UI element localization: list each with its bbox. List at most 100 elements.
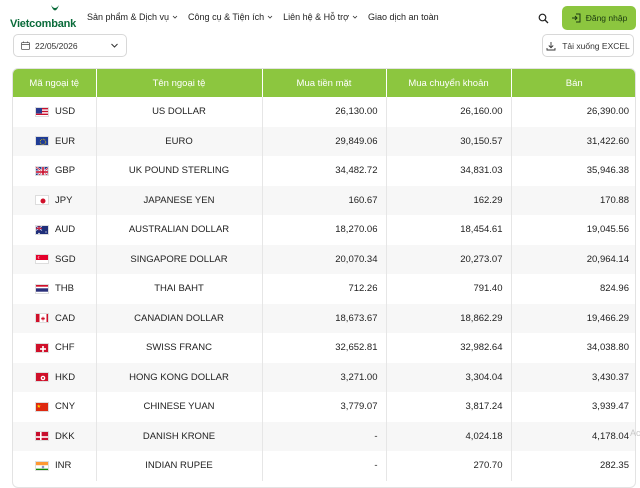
sell-rate: 282.35 (599, 460, 629, 472)
nav-safe-transactions[interactable]: Giao dịch an toàn (368, 12, 439, 22)
nav-label: Giao dịch an toàn (368, 12, 439, 22)
table-row: DKK DANISH KRONE -4,024.18 4,178.04 (13, 421, 635, 451)
currency-code: CAD (55, 312, 76, 324)
cash-buy-rate: 26,130.00 (262, 97, 387, 127)
sell-rate: 4,178.04 (511, 421, 635, 451)
cash-buy-rate: 32,652.81 (262, 333, 387, 363)
jp-flag-icon (35, 195, 49, 206)
column-header-code: Mã ngoại tệ (13, 69, 97, 97)
currency-name: INDIAN RUPEE (96, 451, 263, 481)
currency-code: HKD (55, 371, 76, 383)
currency-code-cell: INR (13, 451, 97, 481)
download-icon (546, 41, 556, 50)
currency-name: HONG KONG DOLLAR (96, 362, 263, 392)
date-dropdown-toggle[interactable] (110, 41, 119, 52)
column-header-name: Tên ngoại tệ (96, 69, 263, 97)
cash-buy-rate: 18,673.67 (262, 303, 387, 333)
ch-flag-icon (35, 342, 49, 353)
table-row: INR INDIAN RUPEE -270.70 282.35 (13, 451, 635, 481)
currency-code-cell: SGD (13, 244, 97, 274)
logo-text: Vietcombank (10, 18, 77, 30)
transfer-buy-rate: 20,273.07 (386, 244, 512, 274)
eu-flag-icon (35, 136, 49, 147)
currency-name: SINGAPORE DOLLAR (96, 244, 263, 274)
cash-buy-rate: - (262, 451, 387, 481)
sell-rate: 3,430.37 (511, 362, 635, 392)
currency-code-cell: DKK (13, 421, 97, 451)
sell-rate: 26,390.00 (586, 106, 629, 118)
main-nav: Sản phẩm & Dịch vụ Công cụ & Tiện ích Li… (87, 12, 439, 22)
sell-rate: 3,939.47 (592, 401, 629, 413)
cash-buy-rate: 18,270.06 (262, 215, 387, 245)
chevron-down-icon (267, 15, 273, 19)
cash-buy-rate: 160.67 (262, 185, 387, 215)
chevron-down-icon (111, 43, 118, 48)
table-row: GBP UK POUND STERLING 34,482.72 34,831.03 35… (13, 156, 635, 186)
dk-flag-icon (35, 431, 49, 442)
logo-mark-icon (51, 5, 59, 11)
currency-code: AUD (55, 224, 76, 236)
currency-code-cell: GBP (13, 156, 97, 186)
table-row: EUR EURO 29,849.06 30,150.57 31,422.60 (13, 126, 635, 156)
currency-code-cell: CNY (13, 392, 97, 422)
currency-code-cell: CHF (13, 333, 97, 363)
transfer-buy-rate: 30,150.57 (386, 126, 512, 156)
currency-code-cell: USD (13, 97, 97, 127)
cash-buy-rate: 20,070.34 (262, 244, 387, 274)
cash-buy-rate: 29,849.06 (262, 126, 387, 156)
sell-rate: 31,422.60 (511, 126, 635, 156)
sell-rate: 19,466.29 (511, 303, 635, 333)
table-row: CHF SWISS FRANC 32,652.81 32,982.64 34,038.8… (13, 333, 635, 363)
search-button[interactable] (531, 6, 555, 30)
currency-code-cell: AUD (13, 215, 97, 245)
sg-flag-icon (35, 254, 49, 265)
currency-code: USD (55, 106, 76, 118)
ca-flag-icon (35, 313, 49, 324)
nav-contact-support[interactable]: Liên hệ & Hỗ trợ (283, 12, 358, 22)
chevron-down-icon (172, 15, 178, 19)
table-row: HKD HONG KONG DOLLAR 3,271.00 3,304.04 3,430… (13, 362, 635, 392)
us-flag-icon (35, 106, 49, 117)
column-header-sell: Bán (511, 69, 635, 97)
nav-products-services[interactable]: Sản phẩm & Dịch vụ (87, 12, 178, 22)
nav-tools-utilities[interactable]: Công cụ & Tiện ích (188, 12, 273, 22)
currency-code-cell: CAD (13, 303, 97, 333)
top-navigation-bar: Vietcombank Sản phẩm & Dịch vụ Công cụ &… (0, 0, 640, 36)
currency-code: CNY (55, 401, 76, 413)
currency-code: EUR (55, 135, 76, 147)
download-excel-button[interactable]: Tải xuống EXCEL (542, 34, 634, 57)
transfer-buy-rate: 34,831.03 (386, 156, 512, 186)
currency-code-cell: THB (13, 274, 97, 304)
watermark-text: Ac (630, 428, 640, 438)
table-row: CAD CANADIAN DOLLAR 18,673.67 18,862.29 19,4… (13, 303, 635, 333)
login-button[interactable]: Đăng nhập (562, 6, 636, 30)
login-label: Đăng nhập (585, 13, 628, 23)
table-row: SGD SINGAPORE DOLLAR 20,070.34 20,273.07 20,… (13, 244, 635, 274)
currency-code: CHF (55, 342, 75, 354)
table-body: USD US DOLLAR 26,130.00 26,160.00 26,390.00 E… (13, 97, 635, 481)
transfer-buy-rate: 32,982.64 (386, 333, 512, 363)
cash-buy-rate: 712.26 (262, 274, 387, 304)
sell-rate: 19,045.56 (586, 224, 629, 236)
transfer-buy-rate: 4,024.18 (386, 421, 512, 451)
currency-code-cell: HKD (13, 362, 97, 392)
currency-name: SWISS FRANC (96, 333, 263, 363)
currency-name: CHINESE YUAN (96, 392, 263, 422)
currency-code: GBP (55, 165, 76, 177)
currency-name: DANISH KRONE (96, 421, 263, 451)
transfer-buy-rate: 18,454.61 (386, 215, 512, 245)
nav-label: Công cụ & Tiện ích (188, 12, 265, 22)
vietcombank-logo[interactable]: Vietcombank (10, 4, 76, 30)
cash-buy-rate: 34,482.72 (262, 156, 387, 186)
chevron-down-icon (352, 15, 358, 19)
transfer-buy-rate: 791.40 (386, 274, 512, 304)
transfer-buy-rate: 18,862.29 (386, 303, 512, 333)
currency-code: DKK (55, 430, 75, 442)
date-picker[interactable]: 22/05/2026 (13, 34, 127, 57)
currency-name: AUSTRALIAN DOLLAR (96, 215, 263, 245)
currency-code: THB (55, 283, 74, 295)
au-flag-icon (35, 224, 49, 235)
sell-rate: 20,964.14 (511, 244, 635, 274)
table-row: AUD AUSTRALIAN DOLLAR 18,270.06 18,454.61 19… (13, 215, 635, 245)
table-row: USD US DOLLAR 26,130.00 26,160.00 26,390.00 (13, 97, 635, 127)
